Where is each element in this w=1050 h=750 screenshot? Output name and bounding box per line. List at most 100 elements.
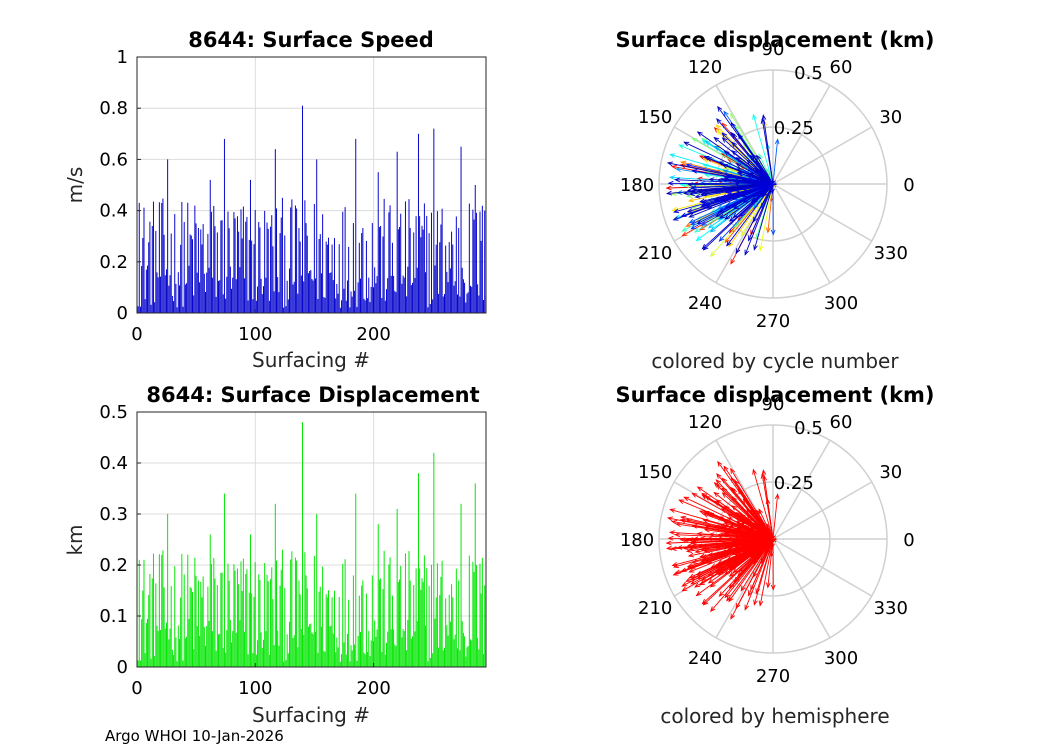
bar: [343, 642, 345, 667]
bar: [462, 632, 464, 667]
bar: [407, 619, 409, 667]
bar: [315, 631, 317, 667]
bar: [170, 233, 172, 313]
bar: [207, 586, 209, 667]
bar: [260, 632, 262, 667]
arrow-head: [672, 563, 680, 569]
bar: [182, 306, 184, 313]
bar: [175, 637, 177, 667]
bar: [168, 285, 170, 313]
bar: [241, 238, 243, 313]
arrow-head: [717, 105, 723, 112]
polar-spoke: [772, 126, 873, 185]
bar: [167, 514, 169, 667]
bar: [352, 223, 354, 313]
arrow-head: [675, 522, 682, 527]
bar: [371, 223, 373, 313]
bar: [331, 244, 333, 313]
bar: [415, 568, 417, 667]
bar: [174, 214, 176, 313]
displacement-arrow: [697, 486, 774, 540]
bar: [254, 562, 256, 667]
bar: [303, 634, 305, 667]
bar: [326, 244, 328, 313]
bar: [215, 296, 217, 313]
bar: [417, 133, 419, 313]
bar: [154, 302, 156, 313]
arrow-head: [730, 258, 736, 265]
bar: [364, 300, 366, 313]
arrow-head: [680, 515, 687, 521]
arrow-head: [701, 494, 708, 500]
arrow-head: [694, 193, 701, 199]
bar: [478, 295, 480, 313]
x-tick-label: 100: [238, 324, 272, 345]
bar: [257, 640, 259, 667]
bar: [451, 231, 453, 313]
bar: [341, 300, 343, 313]
arrow-head: [691, 168, 698, 174]
bar: [425, 625, 427, 667]
bar: [383, 198, 385, 313]
bar: [139, 660, 141, 667]
arrow-head: [686, 208, 693, 213]
bar: [462, 279, 464, 313]
bar: [436, 563, 438, 667]
x-tick-label: 200: [356, 324, 390, 345]
displacement-arrow: [759, 183, 774, 251]
bar: [260, 278, 262, 313]
bar: [413, 232, 415, 313]
polar-cycle-arrows: [665, 105, 780, 265]
bar: [158, 202, 160, 313]
bar: [165, 622, 167, 667]
bar: [461, 267, 463, 313]
bar: [284, 235, 286, 313]
bar: [393, 629, 395, 667]
bar: [290, 207, 292, 313]
bar: [320, 273, 322, 313]
bar: [484, 585, 486, 667]
bar: [417, 473, 419, 667]
bar: [239, 267, 241, 313]
displacement-arrow: [681, 538, 774, 572]
arrow-head: [756, 154, 762, 161]
bar: [251, 593, 253, 667]
bar: [369, 655, 371, 667]
bar: [426, 215, 428, 313]
bar: [168, 639, 170, 667]
bar: [466, 293, 468, 313]
bar: [163, 587, 165, 667]
bar: [393, 275, 395, 313]
arrow-head: [760, 117, 766, 124]
displacement-arrow: [753, 538, 774, 605]
arrow-head: [683, 183, 690, 188]
displacement-arrow: [752, 469, 774, 540]
polar-angle-label: 0: [903, 530, 914, 551]
arrow-head: [748, 590, 753, 597]
polar-spoke: [772, 183, 831, 284]
arrow-head: [746, 529, 753, 535]
bar: [178, 638, 180, 667]
arrow-head: [715, 129, 722, 135]
bar: [194, 205, 196, 313]
bar: [320, 626, 322, 667]
bar: [164, 275, 166, 313]
bar: [292, 284, 294, 313]
bar: [399, 579, 401, 667]
bar: [274, 149, 276, 313]
arrow-head: [730, 131, 736, 138]
bar: [272, 246, 274, 313]
bar: [285, 660, 287, 667]
speed-bars: [137, 105, 487, 313]
bar: [218, 280, 220, 313]
arrow-head: [752, 468, 757, 475]
bar: [155, 583, 157, 667]
bar: [406, 650, 408, 667]
arrow-head: [721, 132, 728, 138]
arrow-head: [716, 118, 722, 124]
bar: [203, 273, 205, 313]
polar-radius-label: 0.25: [774, 473, 814, 494]
bar: [483, 653, 485, 667]
displacement-x-ticks: 0 100 200: [131, 663, 391, 699]
bar: [266, 574, 268, 667]
